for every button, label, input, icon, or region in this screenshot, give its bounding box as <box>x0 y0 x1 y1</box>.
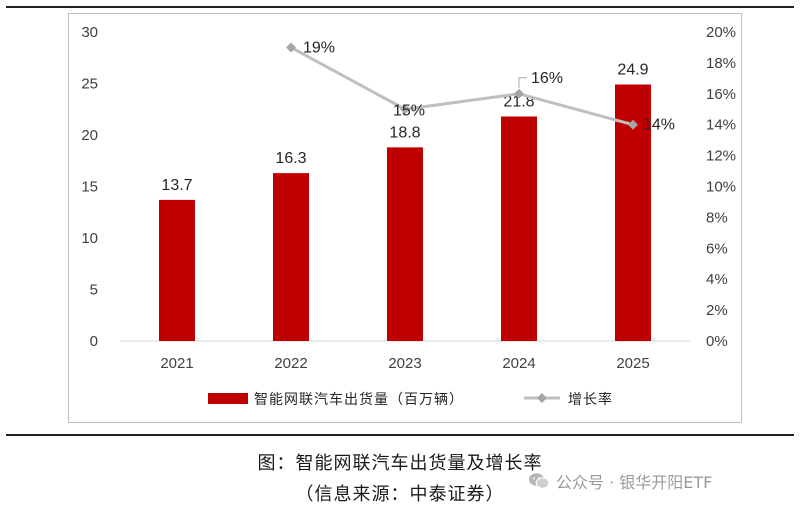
bar-data-label: 24.9 <box>617 62 648 79</box>
right-axis-tick-label: 0% <box>706 333 728 350</box>
legend-swatch-marker <box>537 393 547 403</box>
left-axis-tick-label: 15 <box>81 179 98 196</box>
left-axis-tick-label: 20 <box>81 127 98 144</box>
line-data-label: 16% <box>531 70 563 87</box>
x-axis-tick-label: 2025 <box>616 355 649 372</box>
right-axis-tick-label: 18% <box>706 55 736 72</box>
line-series <box>286 42 638 130</box>
right-axis-tick-label: 10% <box>706 179 736 196</box>
right-axis-tick-label: 2% <box>706 302 728 319</box>
left-axis-tick-label: 5 <box>90 282 98 299</box>
line-marker <box>400 104 410 115</box>
bar <box>387 147 423 341</box>
left-axis-tick-label: 0 <box>90 333 98 350</box>
right-axis-tick-label: 16% <box>706 86 736 103</box>
x-axis-tick-label: 2021 <box>160 355 193 372</box>
right-axis-tick-label: 4% <box>706 271 728 288</box>
x-axis-tick-label: 2024 <box>502 355 535 372</box>
bar-data-labels: 13.7 16.3 18.8 21.8 24.9 <box>161 62 648 194</box>
bar-data-label: 16.3 <box>275 150 306 167</box>
left-axis-tick-label: 30 <box>81 24 98 41</box>
right-axis-tick-label: 20% <box>706 24 736 41</box>
line-data-label: 14% <box>643 117 675 134</box>
legend-label-bar: 智能网联汽车出货量（百万辆） <box>254 391 464 408</box>
bar <box>159 199 195 341</box>
line-marker <box>286 42 296 53</box>
label-leader <box>518 77 527 88</box>
top-rule <box>6 6 794 8</box>
right-axis-tick-label: 14% <box>706 117 736 134</box>
bar <box>273 173 309 341</box>
bar-data-label: 21.8 <box>503 93 534 110</box>
x-axis-tick-label: 2022 <box>274 355 307 372</box>
bar <box>501 116 537 342</box>
right-axis-tick-label: 12% <box>706 148 736 165</box>
source-note: （信息来源：中泰证券） <box>295 484 505 505</box>
watermark-text: 公众号 · 银华开阳ETF <box>556 473 713 492</box>
left-axis-tick-label: 25 <box>81 76 98 93</box>
watermark: 公众号 · 银华开阳ETF <box>528 470 712 492</box>
x-axis-ticks: 2021 2022 2023 2024 2025 <box>160 355 649 372</box>
wechat-icon <box>529 473 550 489</box>
bar-series <box>159 84 651 342</box>
chart-frame <box>68 13 742 423</box>
growth-line <box>290 46 634 127</box>
legend: 智能网联汽车出货量（百万辆） 增长率 <box>208 391 613 408</box>
figure-caption: 图：智能网联汽车出货量及增长率 <box>257 453 543 474</box>
left-axis-tick-label: 10 <box>81 230 98 247</box>
x-axis-tick-label: 2023 <box>388 355 421 372</box>
line-marker <box>514 88 524 99</box>
right-axis-tick-label: 8% <box>706 209 728 226</box>
bar-data-label: 18.8 <box>389 124 420 141</box>
bar-data-label: 13.7 <box>161 177 192 194</box>
line-marker <box>628 119 638 130</box>
right-axis-ticks: 0% 2% 4% 6% 8% 10% 12% 14% 16% 18% 20% <box>706 24 736 350</box>
legend-swatch-bar <box>208 393 248 404</box>
legend-label-line: 增长率 <box>568 391 613 408</box>
bottom-rule <box>6 434 794 436</box>
line-data-labels: 19% 15% 16% 14% <box>303 39 675 133</box>
line-data-label: 19% <box>303 39 335 56</box>
left-axis-ticks: 0 5 10 15 20 25 30 <box>81 24 98 350</box>
right-axis-tick-label: 6% <box>706 240 728 257</box>
line-data-label: 15% <box>393 102 425 119</box>
